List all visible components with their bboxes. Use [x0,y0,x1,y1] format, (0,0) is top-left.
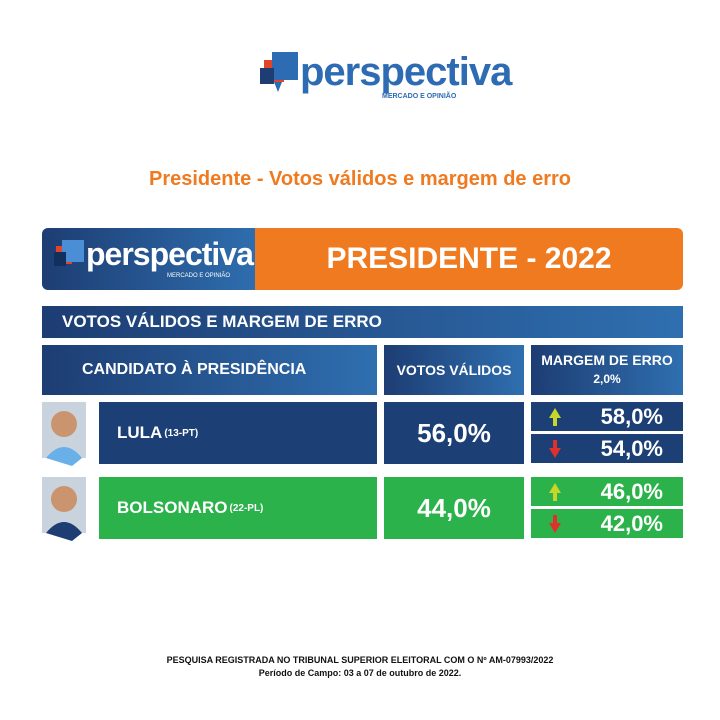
candidate-name-box: BOLSONARO (22-PL) [99,477,377,539]
header-margin-label: MARGEM DE ERRO [541,352,673,368]
logo-tagline: MERCADO E OPINIÃO [382,93,457,100]
logo-icon [260,52,298,92]
margin-upper-value: 58,0% [600,403,663,429]
margin-upper-value: 46,0% [600,478,663,504]
candidate-party: (22-PL) [229,502,264,514]
banner-logo-name: perspectiva [86,236,254,272]
header-margin: MARGEM DE ERRO 2,0% [531,345,683,395]
candidate-photo [42,477,86,541]
margin-lower-value: 54,0% [600,435,663,461]
arrow-lower [549,440,561,458]
banner-logo-tagline: MERCADO E OPINIÃO [167,273,231,279]
arrow-upper [549,483,561,501]
margin-lower: 42,0% [531,509,683,538]
arrow-upper [549,408,561,426]
header-votes: VOTOS VÁLIDOS [384,345,524,395]
banner-title: PRESIDENTE - 2022 [255,228,683,290]
arrow-lower [549,515,561,533]
subtitle: Presidente - Votos válidos e margem de e… [149,168,571,190]
votes: 56,0% [384,402,524,464]
candidate-name: LULA [117,423,163,442]
logo-name: perspectiva [300,50,512,94]
margin-upper: 46,0% [531,477,683,506]
candidate-name: BOLSONARO [117,498,228,517]
votes: 44,0% [384,477,524,539]
candidate-photo [42,402,86,466]
header-margin-value: 2,0% [593,372,621,386]
candidate-party: (13-PT) [164,427,199,439]
section-title: VOTOS VÁLIDOS E MARGEM DE ERRO [42,306,683,338]
header-candidate: CANDIDATO À PRESIDÊNCIA [42,345,377,395]
footer-line1: PESQUISA REGISTRADA NO TRIBUNAL SUPERIOR… [166,655,554,665]
margin-upper: 58,0% [531,402,683,431]
margin-lower-value: 42,0% [600,510,663,536]
footer-line2: Período de Campo: 03 a 07 de outubro de … [258,668,462,678]
candidate-name-box: LULA (13-PT) [99,402,377,464]
margin-lower: 54,0% [531,434,683,463]
banner-logo-icon [54,240,84,266]
